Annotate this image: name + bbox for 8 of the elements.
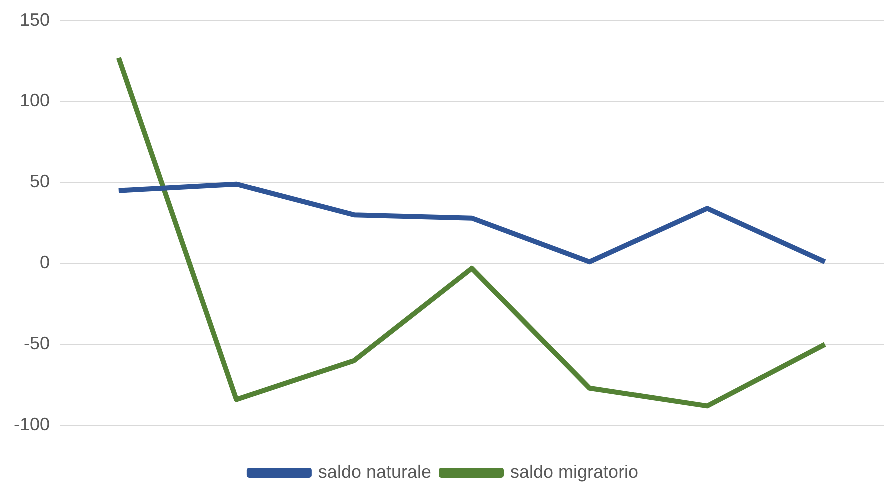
legend-label: saldo migratorio	[510, 462, 639, 482]
y-tick-label: 0	[40, 252, 50, 273]
y-tick-label: 50	[30, 172, 50, 192]
y-tick-label: -100	[14, 414, 50, 435]
legend-label: saldo naturale	[318, 462, 432, 482]
y-tick-label: 150	[20, 10, 50, 30]
y-tick-label: 100	[20, 90, 50, 111]
y-tick-label: -50	[24, 334, 50, 354]
